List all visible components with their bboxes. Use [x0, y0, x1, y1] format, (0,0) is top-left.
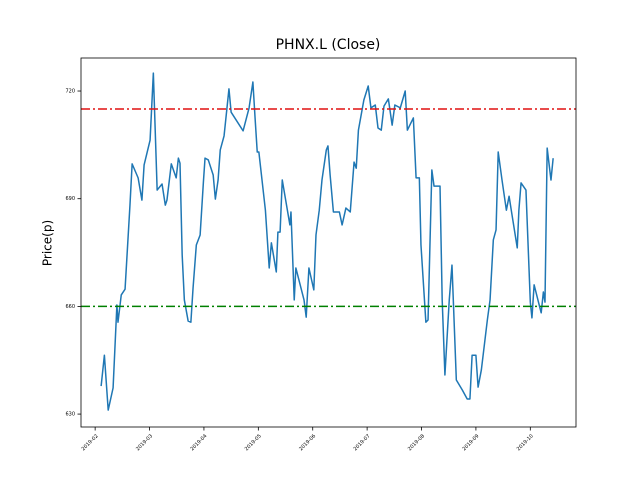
y-tick-label: 720 — [65, 89, 75, 95]
price-line — [100, 72, 554, 411]
y-tick-label: 660 — [65, 304, 75, 310]
plot-frame — [80, 57, 577, 428]
y-axis-label: Price(p) — [41, 220, 55, 266]
y-tick-label: 690 — [65, 196, 75, 202]
chart-title: PHNX.L (Close) — [276, 37, 381, 53]
y-tick-label: 630 — [65, 412, 75, 418]
